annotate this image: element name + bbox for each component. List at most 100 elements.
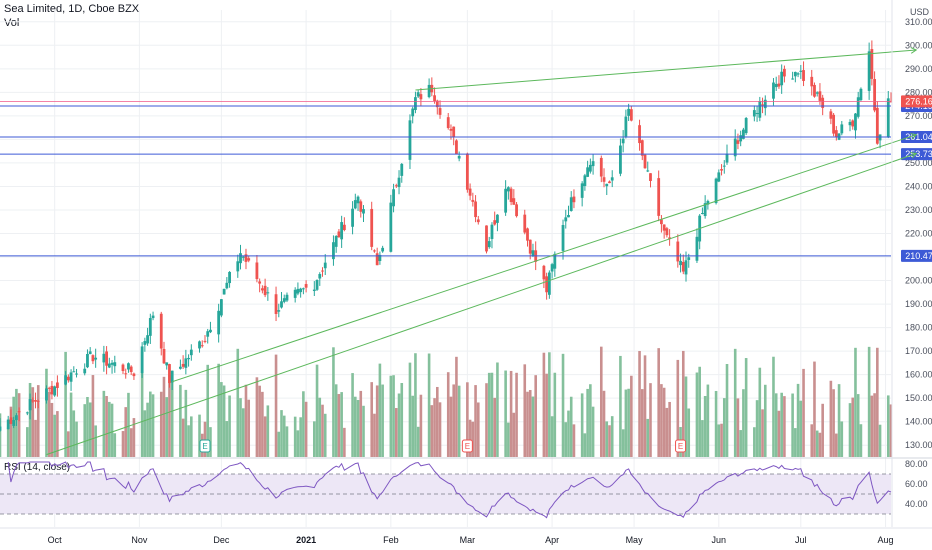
- volume-bar: [755, 400, 759, 457]
- candle-body: [848, 121, 852, 126]
- candle-body: [665, 228, 669, 236]
- volume-bar: [94, 425, 97, 457]
- volume-bar: [487, 372, 491, 457]
- time-tick-label: May: [626, 535, 644, 545]
- candle-body: [427, 84, 431, 98]
- candle-body: [266, 292, 270, 294]
- volume-bar: [681, 350, 685, 457]
- volume-bar: [772, 356, 775, 457]
- volume-bar: [870, 395, 874, 457]
- candle-body: [239, 253, 242, 264]
- time-tick-label: Mar: [460, 535, 476, 545]
- candle-body: [34, 400, 37, 402]
- volume-bar: [739, 430, 742, 457]
- candle-body: [834, 130, 838, 137]
- volume-bar: [397, 393, 401, 457]
- volume-bar: [395, 408, 398, 457]
- trendline-arrow: [910, 133, 918, 140]
- earnings-marker[interactable]: [461, 439, 473, 453]
- volume-bar: [53, 414, 56, 457]
- volume-bar: [132, 418, 136, 457]
- rsi-title: RSI (14, close): [4, 462, 70, 473]
- candle-body: [277, 310, 281, 312]
- volume-bar: [373, 413, 376, 457]
- volume-bar: [34, 419, 37, 457]
- candle-body: [662, 224, 666, 231]
- trendline[interactable]: [172, 134, 917, 383]
- price-tick-label: 180.00: [905, 323, 932, 333]
- price-tick-label: 150.00: [905, 393, 932, 403]
- volume-bar: [170, 375, 174, 457]
- volume-bar: [886, 395, 890, 457]
- candle-body: [706, 201, 710, 205]
- candle-body: [772, 82, 775, 99]
- volume-bar: [228, 395, 231, 457]
- volume-bar: [258, 385, 261, 457]
- volume-bar: [362, 405, 365, 457]
- candle-body: [580, 183, 584, 198]
- volume-bar: [282, 415, 286, 457]
- candle-body: [856, 97, 860, 117]
- candle-body: [591, 161, 595, 167]
- volume-bar: [821, 403, 824, 457]
- volume-bar: [375, 385, 379, 457]
- volume-bar: [430, 405, 434, 457]
- volume-bar: [572, 424, 576, 457]
- price-tick-label: 250.00: [905, 158, 932, 168]
- candle-body: [397, 177, 401, 188]
- volume-bar: [589, 384, 592, 457]
- volume-bar: [75, 421, 78, 457]
- volume-bar: [151, 394, 155, 457]
- price-tick-label: 230.00: [905, 205, 932, 215]
- candle-body: [110, 362, 114, 365]
- candle-body: [802, 70, 805, 81]
- candle-body: [389, 202, 393, 252]
- candle-body: [886, 98, 890, 138]
- earnings-marker[interactable]: [675, 439, 687, 453]
- volume-bar: [304, 401, 308, 457]
- volume-bar: [247, 399, 251, 457]
- earnings-marker[interactable]: [199, 439, 211, 453]
- candle-body: [681, 261, 685, 272]
- level-price-label: 253.73: [905, 149, 932, 159]
- volume-bar: [356, 399, 360, 457]
- volume-bar: [567, 410, 570, 457]
- candle-body: [468, 188, 472, 196]
- volume-bar: [206, 364, 210, 457]
- volume-bar: [321, 404, 324, 457]
- trendline[interactable]: [46, 153, 917, 456]
- candle-body: [722, 165, 726, 167]
- volume-bar: [848, 403, 852, 457]
- volume-bar: [643, 355, 647, 457]
- candle-body: [400, 163, 404, 176]
- candle-body: [725, 153, 729, 163]
- candle-body: [774, 83, 778, 88]
- candle-body: [433, 95, 436, 101]
- volume-bar: [28, 382, 32, 457]
- candle-body: [323, 262, 327, 269]
- volume-bar: [334, 384, 338, 457]
- candle-body: [55, 382, 59, 388]
- volume-bar: [564, 422, 568, 457]
- volume-bar: [676, 359, 680, 457]
- candle-body: [105, 351, 108, 366]
- candle-body: [258, 281, 262, 284]
- volume-bar: [717, 424, 721, 457]
- volume-bar: [102, 390, 106, 457]
- candle-body: [75, 373, 78, 375]
- trendline[interactable]: [415, 49, 917, 91]
- candle-body: [296, 288, 300, 294]
- volume-bar: [780, 392, 783, 457]
- volume-bar: [630, 375, 633, 457]
- volume-bar: [343, 427, 346, 457]
- price-tick-label: 190.00: [905, 299, 932, 309]
- candle-body: [859, 88, 863, 101]
- volume-bar: [684, 376, 688, 457]
- level-price-label: 261.04: [905, 132, 932, 142]
- volume-bar: [493, 397, 496, 457]
- candle-body: [203, 340, 207, 342]
- volume-bar: [313, 421, 316, 457]
- volume-bar: [315, 364, 319, 457]
- candle-body: [12, 420, 16, 426]
